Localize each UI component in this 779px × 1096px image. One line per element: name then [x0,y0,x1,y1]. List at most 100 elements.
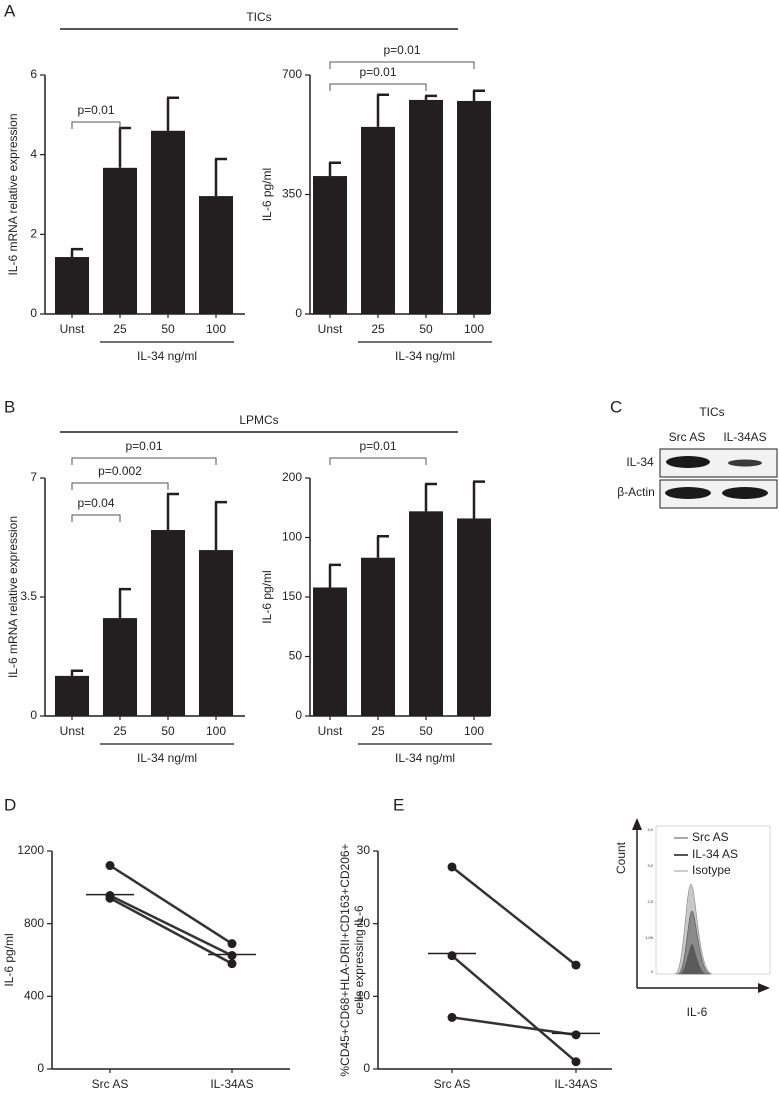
error-bar [118,587,131,619]
bar [199,196,233,314]
p-value: p=0.01 [77,103,114,117]
y-tick-label: 200 [282,470,302,484]
x-tick-label: 25 [371,322,385,336]
y-axis-label: IL-6 pg/ml [260,168,274,221]
y-tick-label: 7 [30,470,37,484]
bar [313,587,347,716]
y-axis-label: cells expressing IL-6 [352,905,366,1015]
band [666,456,710,468]
y-tick-label: 150 [282,589,302,603]
p-value: p=0.01 [359,439,396,453]
y-tick-label: 800 [24,916,44,930]
error-bar [376,93,389,127]
bar [361,557,395,716]
x-tick-label: 50 [161,322,175,336]
panel-letter: E [393,795,404,814]
error-bar [166,96,179,131]
legend-label: Isotype [692,863,731,877]
y-tick-label: 0 [363,1061,370,1075]
data-point [571,1030,581,1040]
panel-letter: A [4,1,16,20]
bar [313,176,347,314]
bar [457,518,491,716]
blot-title: TICs [699,405,724,419]
legend-label: IL-34 AS [692,847,738,861]
y-tick-label: 1200 [17,843,44,857]
y-tick-label: 3.5 [20,589,37,603]
lane-label: IL-34AS [723,430,766,444]
y-tick-label: 10 [357,989,371,1003]
x-tick-label: 50 [161,724,175,738]
panel-letter: C [610,397,622,416]
error-bar [376,535,389,558]
group-label: IL-34 ng/ml [137,751,197,765]
bar [409,511,443,716]
data-point [105,861,115,871]
y-tick-label: 350 [282,187,302,201]
bar [151,130,185,314]
error-bar [214,157,227,197]
inset-tick: 2,0 [647,899,653,904]
inset-ylabel: Count [614,841,628,874]
panel-letter: B [4,397,15,416]
inset-tick: 4,0 [647,827,653,832]
error-bar [328,563,341,588]
data-point [227,959,237,969]
inset-tick: 1,00 [645,935,654,940]
blot: TICs Src AS IL-34AS IL-34 β-Actin [617,405,778,509]
y-tick-label: 0 [30,708,37,722]
y-tick-label: 0 [37,1061,44,1075]
x-tick-label: 100 [464,322,484,336]
p-value: p=0.01 [359,65,396,79]
x-tick-label: IL-34AS [210,1077,253,1091]
panel-letter: D [4,795,16,814]
error-bar [70,669,83,676]
y-tick-label: 0 [30,306,37,320]
inset-xlabel: IL-6 [687,1005,708,1019]
y-tick-label: 50 [289,649,303,663]
significance-bracket [71,457,217,465]
x-tick-label: 25 [113,724,127,738]
histogram [677,910,711,975]
bar [103,618,137,716]
error-bar [424,94,437,100]
p-value: p=0.01 [383,43,420,57]
data-point [227,950,237,960]
bar [55,257,89,314]
error-bar [166,492,179,531]
y-tick-label: 6 [30,67,37,81]
pair-line [451,866,577,967]
y-axis-label: IL-6 mRNA relative expression [6,113,20,275]
pair-line [109,894,233,957]
inset-frame [655,825,771,975]
group-label: IL-34 ng/ml [395,751,455,765]
x-tick-label: Unst [318,322,343,336]
y-tick-label: 700 [282,67,302,81]
significance-bracket [71,514,121,522]
bar [457,100,491,314]
legend-label: Src AS [692,830,729,844]
pair-line [451,1016,577,1037]
data-point [447,862,457,872]
x-tick-label: Unst [60,724,85,738]
row-label: β-Actin [617,485,655,499]
x-tick-label: Src AS [434,1077,471,1091]
y-tick-label: 100 [282,530,302,544]
bar [361,126,395,314]
histogram [680,944,706,974]
inset-tick: 0 [651,969,654,974]
band [722,487,768,499]
y-tick-label: 2 [30,227,37,241]
x-tick-label: IL-34AS [554,1077,597,1091]
significance-bracket [329,61,475,69]
x-tick-label: 50 [419,724,433,738]
data-point [227,939,237,949]
bar [103,167,137,314]
x-tick-label: Src AS [92,1077,129,1091]
group-label: IL-34 ng/ml [137,349,197,363]
y-tick-label: 30 [357,843,371,857]
significance-bracket [329,457,427,465]
error-bar [70,247,83,258]
p-value: p=0.04 [77,496,114,510]
